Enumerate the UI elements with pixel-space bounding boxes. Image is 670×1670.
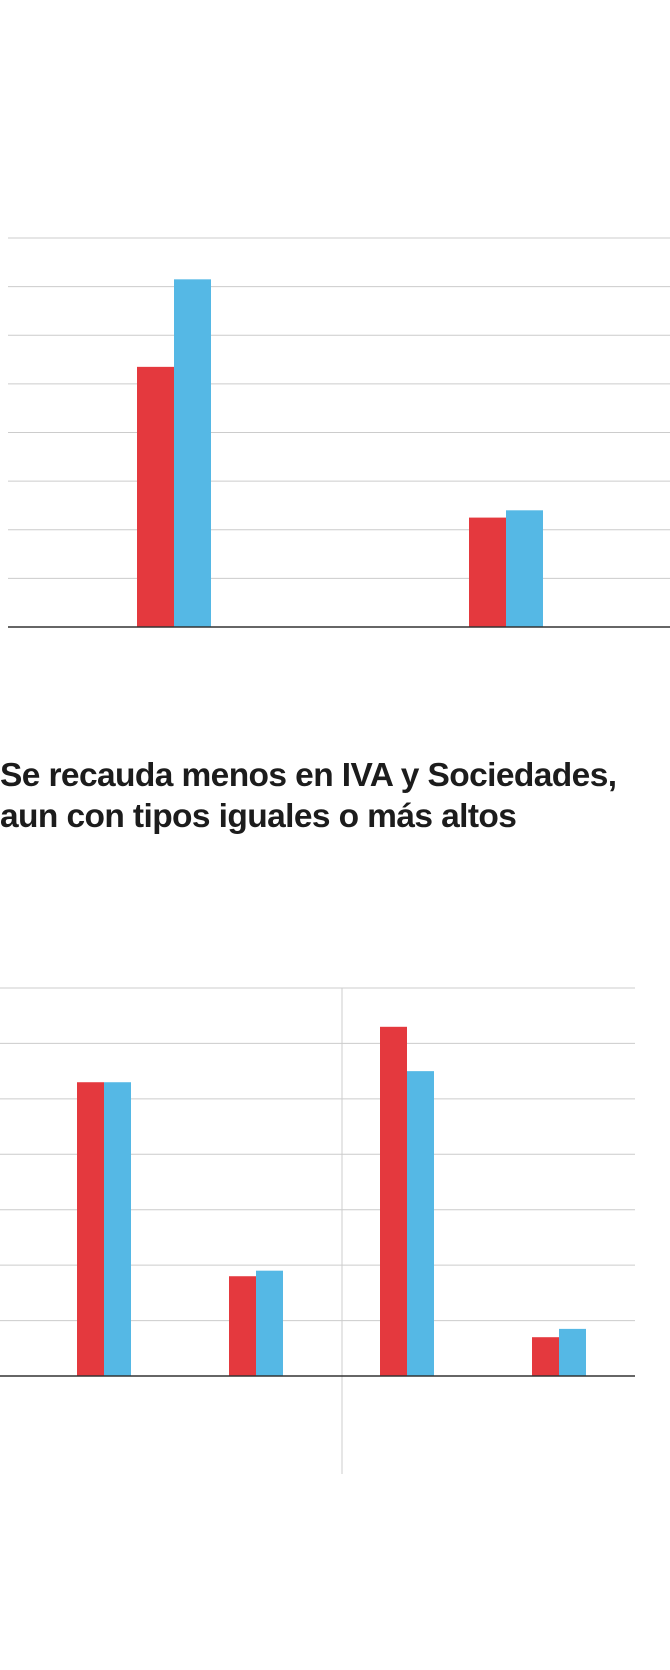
bar-series-1-group-1: [77, 1082, 104, 1376]
bottom-bar-chart: [0, 987, 635, 1474]
bar-series-1-group-4: [532, 1337, 559, 1376]
section-title: Se recauda menos en IVA y Sociedades, au…: [0, 755, 670, 837]
bar-series-2-group-1: [104, 1082, 131, 1376]
section-title-line-1: Se recauda menos en IVA y Sociedades,: [0, 757, 617, 794]
bar-series-2-group-2: [256, 1270, 283, 1376]
section-title-line-2: aun con tipos iguales o más altos: [0, 798, 517, 835]
bar-series-2-group-1: [174, 279, 211, 627]
top-chart-bars: [137, 279, 543, 627]
bar-series-1-group-3: [380, 1026, 407, 1376]
bottom-chart-bars: [77, 1026, 586, 1376]
top-chart-gridlines: [8, 237, 670, 579]
bar-series-1-group-1: [137, 366, 174, 627]
bar-series-1-group-2: [229, 1276, 256, 1376]
bar-series-2-group-4: [559, 1328, 586, 1376]
bar-series-2-group-3: [407, 1071, 434, 1376]
top-bar-chart: [8, 237, 670, 628]
bar-series-2-group-2: [506, 510, 543, 627]
bar-series-1-group-2: [469, 517, 506, 627]
